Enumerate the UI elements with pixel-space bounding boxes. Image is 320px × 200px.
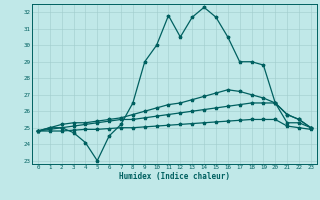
X-axis label: Humidex (Indice chaleur): Humidex (Indice chaleur) [119,172,230,181]
